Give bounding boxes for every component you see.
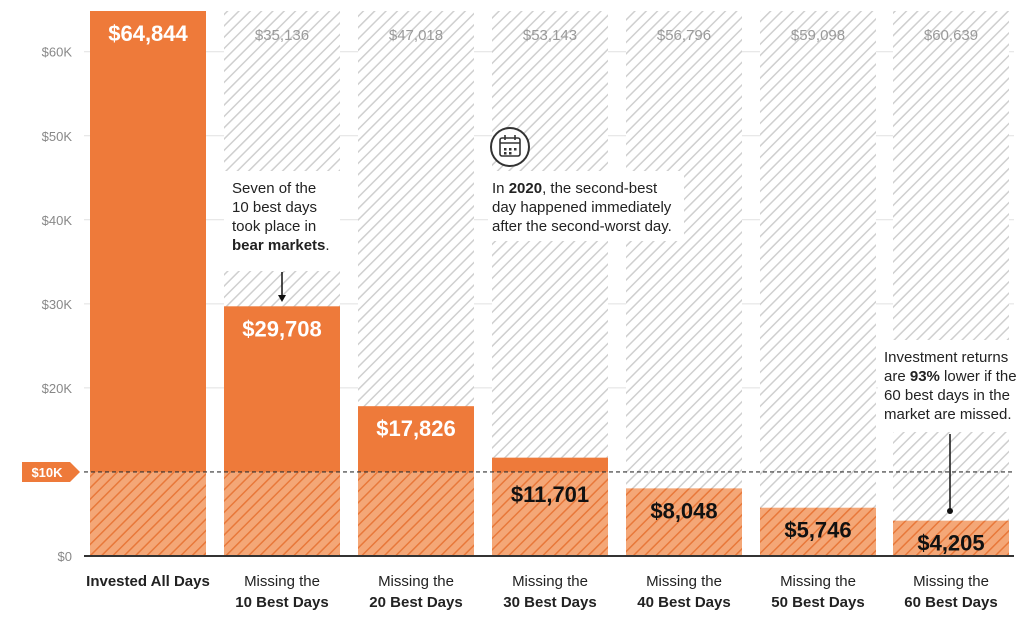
category-label: Missing the (244, 573, 320, 590)
ghost-value-label: $35,136 (255, 27, 309, 44)
category-label: Missing the (378, 573, 454, 590)
category-label: 20 Best Days (369, 594, 462, 611)
bar-value-label: $17,826 (376, 416, 456, 441)
annotation-line: 60 best days in the (884, 387, 1010, 404)
annotation-line: Investment returns (884, 349, 1009, 366)
pointer-dot (947, 508, 953, 514)
ghost-value-label: $59,098 (791, 27, 845, 44)
annotation-line: after the second-worst day. (492, 218, 672, 235)
y-tick-label: $50K (42, 129, 73, 144)
pointer-arrow (278, 295, 286, 302)
bar-value-label: $11,701 (511, 482, 589, 507)
reference-label: $10K (31, 465, 63, 480)
bar-group: $8,048 (626, 488, 742, 556)
annotation-investment-returns: Investment returns are 93% lower if the 60… (880, 346, 1021, 426)
annotation-line: market are missed. (884, 406, 1012, 423)
bar-below-10k (492, 471, 608, 556)
bar-value-label: $64,844 (108, 21, 188, 46)
category-label: Missing the (646, 573, 722, 590)
annotation-line: day happened immediately (492, 199, 672, 216)
bar-below-10k (760, 507, 876, 556)
bar-group: $29,708 (224, 306, 340, 556)
icons (490, 127, 530, 167)
annotation-line: In 2020, the second-best (492, 180, 658, 197)
bar-below-10k (893, 520, 1009, 556)
bar (224, 306, 340, 472)
bar-value-label: $8,048 (650, 498, 717, 523)
category-label: 30 Best Days (503, 594, 596, 611)
annotation-line: 10 best days (232, 199, 318, 216)
ghost-bar (760, 11, 876, 556)
annotation-bear-markets: Seven of the 10 best days took place in bea… (228, 177, 334, 257)
bar-group: $5,746 (760, 507, 876, 556)
y-axis: $0 $20K $30K $40K $50K $60K $10K (22, 45, 1014, 564)
bar-group: $11,701 (492, 457, 608, 556)
ghost-value-label: $60,639 (924, 27, 978, 44)
ghost-value-label: $53,143 (523, 27, 577, 44)
bar-value-label: $29,708 (242, 316, 322, 341)
category-label: Missing the (913, 573, 989, 590)
y-tick-label: $40K (42, 213, 73, 228)
y-tick-label: $20K (42, 381, 73, 396)
bar-below-10k (224, 471, 340, 556)
bar-below-10k (626, 488, 742, 556)
bar (358, 406, 474, 472)
annotation-line: took place in (232, 218, 317, 235)
ghost-bar (626, 11, 742, 556)
bar-below-10k (358, 471, 474, 556)
bar-value-label: $4,205 (917, 531, 984, 556)
bar (492, 457, 608, 472)
ghost-value-label: $47,018 (389, 27, 443, 44)
category-label: 50 Best Days (771, 594, 864, 611)
ghost-value-label: $56,796 (657, 27, 711, 44)
bar-group: $4,205 (893, 520, 1009, 556)
category-label: Missing the (512, 573, 588, 590)
bar-below-10k (90, 471, 206, 556)
category-label: Invested All Days (86, 573, 210, 590)
category-label: Missing the (780, 573, 856, 590)
x-axis: Invested All Days Missing the 10 Best Days… (86, 573, 998, 611)
y-tick-label: $0 (58, 549, 72, 564)
annotation-2020: In 2020, the second-best day happened imm… (488, 177, 676, 238)
y-tick-label: $30K (42, 297, 73, 312)
reference-badge (22, 461, 80, 482)
pointers (278, 272, 953, 514)
bar-value-label: $5,746 (784, 518, 851, 543)
annotation-line: bear markets. (232, 237, 330, 254)
category-label: 40 Best Days (637, 594, 730, 611)
bars: $64,844 $29,708 $17,826 $11,701 $8,048 $5,746… (90, 11, 1009, 556)
bar-group: $17,826 (358, 406, 474, 556)
category-label: 60 Best Days (904, 594, 997, 611)
bar-group: $64,844 (90, 11, 206, 556)
annotation-line: Seven of the (232, 180, 317, 197)
bar (90, 11, 206, 472)
ghost-bars: $35,136 $47,018 $53,143 $56,796 $59,098 $60,6… (224, 11, 1014, 556)
calendar-icon (490, 127, 530, 167)
category-label: 10 Best Days (235, 594, 328, 611)
y-tick-label: $60K (42, 45, 73, 60)
ghost-bar (893, 11, 1009, 556)
annotation-line: are 93% lower if the (884, 368, 1017, 385)
